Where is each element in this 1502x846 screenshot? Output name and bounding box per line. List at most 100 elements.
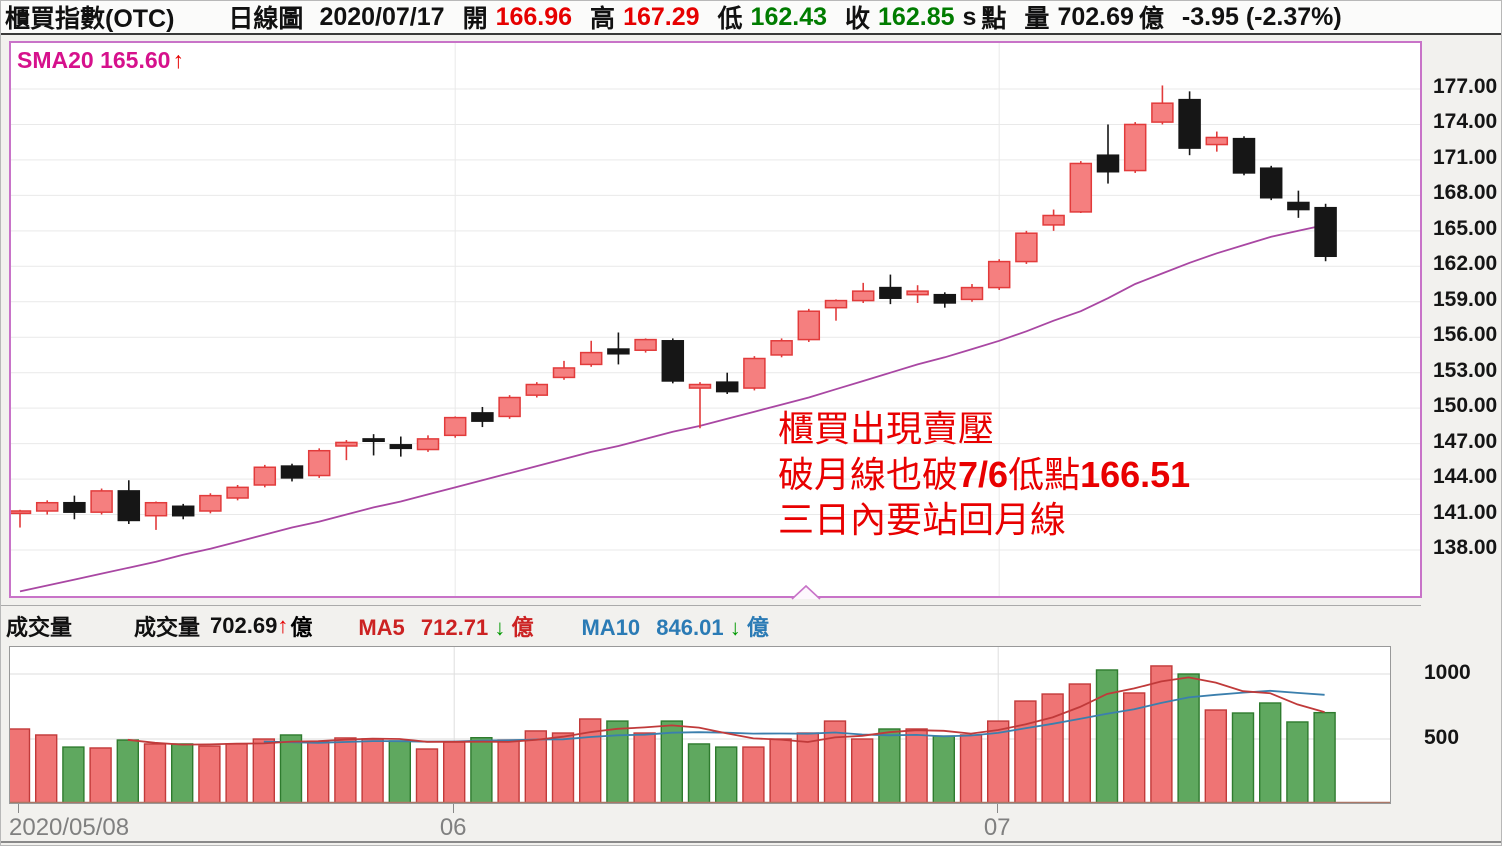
panel-splitter-handle[interactable] xyxy=(789,584,823,600)
volume-bar-06/19 xyxy=(823,720,847,803)
volume-bar-06/30 xyxy=(959,734,983,803)
price-tick-label: 150.00 xyxy=(1433,394,1498,418)
volume-bar-07/14 xyxy=(1231,712,1255,803)
volume-bar-05/25 xyxy=(307,741,330,803)
low-value: 162.43 xyxy=(750,2,828,31)
ma5-legend: MA5 712.71 ↓ 億 xyxy=(358,610,533,642)
candle-06/02 xyxy=(471,412,494,422)
candle-07/09 xyxy=(1151,102,1174,123)
sma20-up-arrow-icon: ↑ xyxy=(172,47,184,73)
price-tick-label: 174.00 xyxy=(1433,110,1498,134)
time-tick-label: 07 xyxy=(983,814,1011,841)
low-label: 低 xyxy=(717,5,743,33)
volume-tick-label: 500 xyxy=(1424,726,1460,749)
price-tick-label: 138.00 xyxy=(1433,536,1498,559)
candle-06/08 xyxy=(579,351,603,366)
volume-bar-06/22 xyxy=(851,738,874,803)
open-label: 開 xyxy=(462,5,488,33)
chart-annotation-text: 櫃買出現賣壓 破月線也破7/6低點166.51 三日內要站回月線 xyxy=(778,407,1190,543)
candle-05/29 xyxy=(416,438,440,451)
price-tick-label: 147.00 xyxy=(1433,429,1498,453)
candle-07/02 xyxy=(1015,232,1038,263)
volume-bar-06/29 xyxy=(932,735,955,803)
time-tick-label: 06 xyxy=(439,814,467,841)
volume-bar-07/06 xyxy=(1068,683,1092,803)
volume-chart-panel[interactable] xyxy=(9,646,1391,804)
candle-06/22 xyxy=(851,290,875,302)
candle-06/30 xyxy=(960,286,984,301)
price-tick-label: 153.00 xyxy=(1433,358,1498,382)
price-tick-label: 177.00 xyxy=(1433,75,1498,98)
candle-05/12 xyxy=(63,501,86,513)
volume-bar-06/16 xyxy=(742,746,765,803)
volume-bar-07/07 xyxy=(1095,669,1119,803)
volume-label: 量 xyxy=(1024,5,1050,33)
candle-07/08 xyxy=(1123,123,1147,172)
candle-07/01 xyxy=(987,260,1011,289)
candle-05/27 xyxy=(362,438,385,443)
candle-05/22 xyxy=(280,465,304,479)
volume-value: 702.69 xyxy=(1057,2,1134,31)
price-tick-label: 162.00 xyxy=(1433,252,1498,276)
candle-06/18 xyxy=(797,310,821,341)
volume-bar-05/26 xyxy=(334,737,357,803)
candle-06/24 xyxy=(906,290,929,296)
candle-06/09 xyxy=(607,348,630,355)
close-value: 162.85 xyxy=(878,2,955,31)
volume-up-arrow-icon: ↑ xyxy=(277,612,289,638)
volume-bar-07/08 xyxy=(1122,692,1146,803)
candle-07/16 xyxy=(1287,201,1310,211)
high-label: 高 xyxy=(590,5,616,33)
volume-chart[interactable] xyxy=(10,647,1390,803)
price-tick-label: 159.00 xyxy=(1433,287,1498,311)
volume-bar-06/05 xyxy=(551,732,575,803)
price-chart-panel[interactable]: SMA20 165.60↑ 櫃買出現賣壓 破月線也破7/6低點166.51 三日內要… xyxy=(9,41,1422,598)
candle-07/06 xyxy=(1069,162,1093,213)
ma10-unit: 億 xyxy=(746,614,769,640)
candle-06/05 xyxy=(552,367,576,379)
candle-05/13 xyxy=(90,490,113,513)
volume-bar-06/02 xyxy=(470,736,493,803)
candle-06/19 xyxy=(824,299,848,309)
bottom-border xyxy=(1,841,1501,843)
volume-unit: 億 xyxy=(1138,5,1164,33)
candle-05/19 xyxy=(199,494,222,512)
volume-bar-05/28 xyxy=(388,740,411,803)
volume-bar-07/15 xyxy=(1258,702,1282,803)
volume-bar-06/18 xyxy=(796,732,819,803)
candle-05/18 xyxy=(171,505,195,517)
candle-07/17 xyxy=(1314,206,1337,258)
volume-bar-05/11 xyxy=(35,734,58,803)
volume-bar-06/24 xyxy=(905,728,928,803)
volume-bar-05/21 xyxy=(252,738,276,803)
volume-bar-05/22 xyxy=(279,734,303,803)
volume-bar-07/02 xyxy=(1014,700,1037,803)
quote-date: 2020/07/17 xyxy=(319,2,445,31)
time-tick-label: 2020/05/08 xyxy=(9,814,130,841)
candle-05/14 xyxy=(117,490,141,522)
candle-05/20 xyxy=(226,486,249,499)
price-tick-label: 171.00 xyxy=(1433,145,1498,169)
ma5-down-arrow-icon: ↓ xyxy=(494,614,506,640)
volume-bar-06/17 xyxy=(769,738,792,803)
candle-06/03 xyxy=(498,396,521,418)
volume-tick-label: 1000 xyxy=(1424,661,1471,684)
ma5-line xyxy=(127,676,1325,746)
time-tick-mark xyxy=(18,804,19,813)
volume-bar-06/10 xyxy=(633,732,656,803)
chart-period-label: 日線圖 xyxy=(228,5,304,33)
candle-07/03 xyxy=(1042,214,1065,226)
point-unit-label: 點 xyxy=(981,5,1007,33)
volume-bar-05/13 xyxy=(89,747,112,803)
volume-bar-05/08 xyxy=(10,728,31,803)
volume-bar-07/10 xyxy=(1177,673,1200,803)
candle-07/10 xyxy=(1178,98,1201,149)
volume-panel-title: 成交量 xyxy=(6,614,73,640)
high-value: 167.29 xyxy=(623,2,700,31)
ma10-legend: MA10 846.01 ↓ 億 xyxy=(581,610,768,642)
volume-bar-07/01 xyxy=(987,720,1010,803)
ma5-label: MA5 xyxy=(358,614,405,640)
candle-06/17 xyxy=(770,340,793,356)
price-tick-label: 168.00 xyxy=(1433,181,1498,205)
candlestick-chart[interactable] xyxy=(11,43,1420,596)
